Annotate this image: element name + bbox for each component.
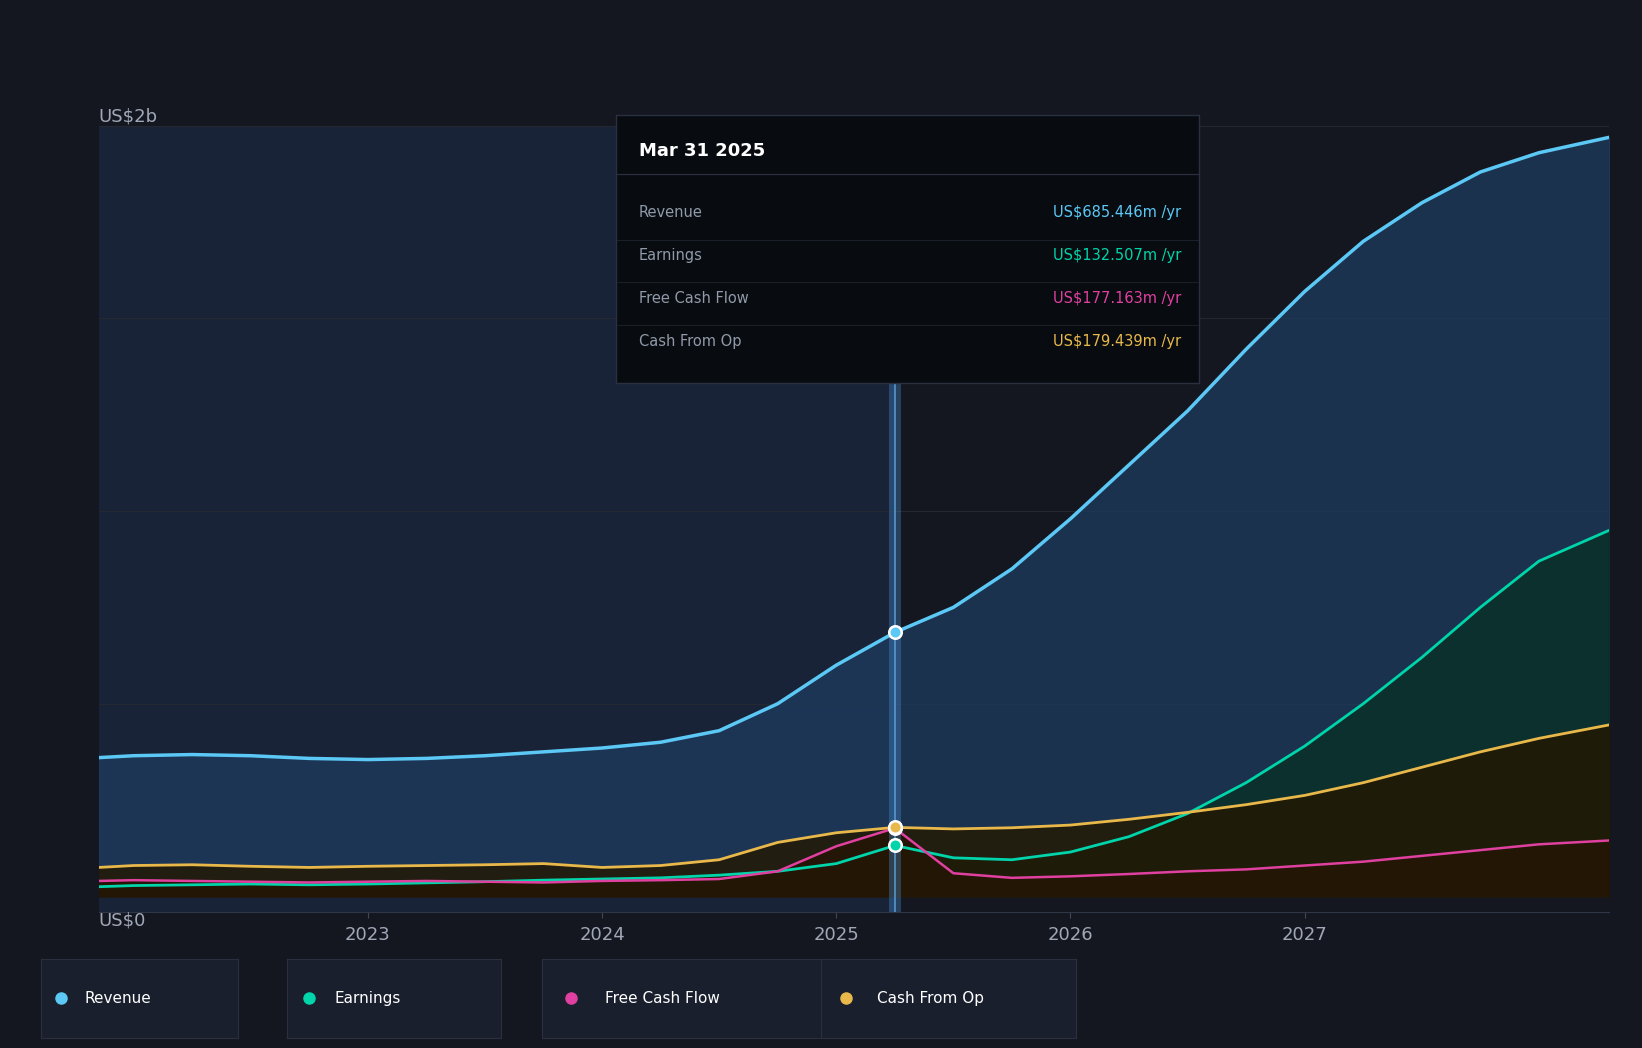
Text: Mar 31 2025: Mar 31 2025 <box>639 141 765 160</box>
Text: Analysts Forecasts: Analysts Forecasts <box>900 161 1067 179</box>
Text: Earnings: Earnings <box>639 248 703 263</box>
Text: Revenue: Revenue <box>84 990 151 1006</box>
Text: US$685.446m /yr: US$685.446m /yr <box>1053 205 1181 220</box>
Text: Revenue: Revenue <box>639 205 703 220</box>
Text: US$2b: US$2b <box>99 108 158 126</box>
Text: US$132.507m /yr: US$132.507m /yr <box>1053 248 1181 263</box>
Bar <box>888 126 901 912</box>
Bar <box>99 126 895 912</box>
Text: Free Cash Flow: Free Cash Flow <box>606 990 719 1006</box>
Text: US$177.163m /yr: US$177.163m /yr <box>1053 291 1181 306</box>
Text: Free Cash Flow: Free Cash Flow <box>639 291 749 306</box>
Text: Cash From Op: Cash From Op <box>639 333 742 349</box>
Text: Past: Past <box>852 161 890 179</box>
Text: Earnings: Earnings <box>335 990 401 1006</box>
Text: Cash From Op: Cash From Op <box>877 990 984 1006</box>
Text: US$179.439m /yr: US$179.439m /yr <box>1053 333 1181 349</box>
Text: US$0: US$0 <box>99 912 146 930</box>
